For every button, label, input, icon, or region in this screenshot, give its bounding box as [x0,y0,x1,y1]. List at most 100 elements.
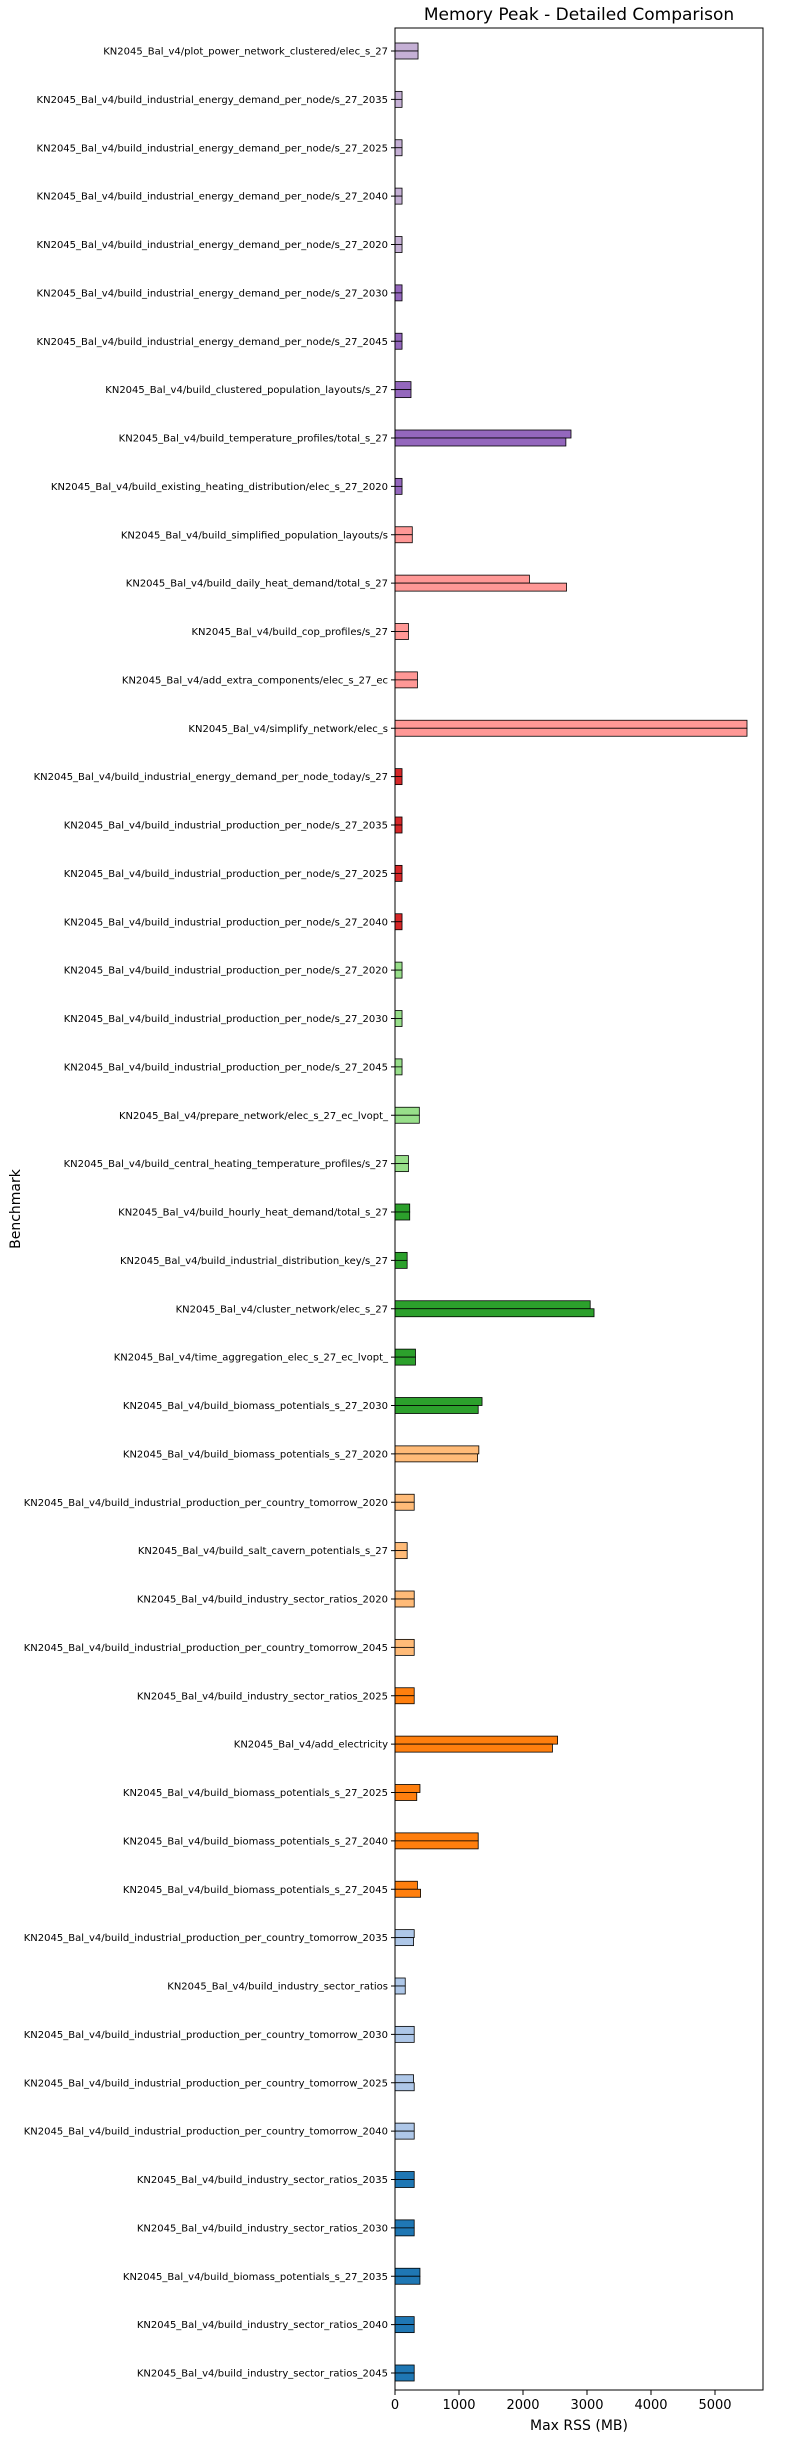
bar-20-1 [394,1018,403,1027]
bar-44-1 [394,2179,415,2188]
y-tick-label: KN2045_Bal_v4/build_industry_sector_rati… [137,1595,388,1606]
y-tick-label: KN2045_Bal_v4/build_industrial_productio… [64,869,388,880]
y-tick-label: KN2045_Bal_v4/build_industrial_energy_de… [37,143,388,154]
y-tick-label: KN2045_Bal_v4/build_industrial_energy_de… [37,240,388,251]
bar-19-0 [394,961,403,971]
bar-35-0 [394,1735,558,1745]
bar-8-0 [394,429,572,439]
y-tick-label: KN2045_Bal_v4/build_daily_heat_demand/to… [126,579,388,590]
bar-43-1 [394,2130,415,2140]
bar-31-0 [394,1542,408,1552]
bar-29-1 [394,1453,478,1463]
bar-33-1 [394,1646,415,1656]
bar-42-1 [394,2082,415,2092]
bar-27-1 [394,1356,416,1366]
bar-4-0 [394,236,403,245]
bar-15-0 [394,768,403,778]
bar-39-1 [394,1937,414,1947]
y-tick-label: KN2045_Bal_v4/build_industrial_productio… [24,1643,388,1654]
bar-1-1 [394,98,403,108]
bar-25-1 [394,1259,408,1269]
bar-26-0 [394,1300,591,1310]
bar-37-0 [394,1832,479,1842]
bar-2-0 [394,139,403,149]
y-tick-label: KN2045_Bal_v4/build_industrial_energy_de… [37,337,388,348]
bar-41-1 [394,2033,415,2043]
y-tick-label: KN2045_Bal_v4/build_industrial_productio… [24,2078,388,2089]
bar-30-0 [394,1493,415,1503]
bar-48-1 [394,2372,415,2382]
bar-2-1 [394,147,403,157]
bar-21-1 [394,1066,403,1076]
bar-26-1 [394,1308,595,1318]
bar-5-0 [394,284,403,294]
y-tick-label: KN2045_Bal_v4/build_industry_sector_rati… [137,2175,388,2186]
y-tick-label: KN2045_Bal_v4/build_simplified_populatio… [121,530,388,541]
x-ticks-layer: 0 1000 2000 3000 4000 5000 [391,2390,732,2413]
x-tick-label: 1000 [442,2398,475,2413]
bar-47-1 [394,2324,415,2334]
y-tick-label: KN2045_Bal_v4/build_industry_sector_rati… [137,2223,388,2234]
bar-36-1 [394,1792,418,1801]
bar-22-0 [394,1106,420,1116]
bar-6-0 [394,332,403,342]
y-tick-label: KN2045_Bal_v4/build_biomass_potentials_s… [123,1788,388,1799]
x-tick-label: 5000 [698,2398,731,2413]
bar-10-0 [394,526,413,536]
bar-36-0 [394,1784,421,1793]
y-tick-label: KN2045_Bal_v4/build_biomass_potentials_s… [123,1885,388,1896]
y-tick-label: KN2045_Bal_v4/build_hourly_heat_demand/t… [118,1208,388,1219]
y-tick-label: KN2045_Bal_v4/simplify_network/elec_s [188,724,388,735]
bar-44-0 [394,2171,415,2180]
bar-23-0 [394,1155,409,1165]
chart-title: Memory Peak - Detailed Comparison [424,5,734,25]
y-tick-label: KN2045_Bal_v4/build_industrial_productio… [64,966,388,977]
bar-13-0 [394,671,418,681]
bar-22-1 [394,1114,420,1124]
bar-38-1 [394,1888,422,1898]
y-tick-label: KN2045_Bal_v4/add_electricity [234,1740,388,1751]
bar-7-1 [394,389,412,399]
bar-9-1 [394,485,403,495]
bar-14-1 [394,727,748,737]
x-tick-label: 4000 [634,2398,667,2413]
y-tick-label: KN2045_Bal_v4/build_industrial_energy_de… [37,192,388,203]
bar-45-0 [394,2219,415,2229]
bar-29-0 [394,1445,480,1455]
bar-0-0 [394,42,419,52]
bar-14-0 [394,719,748,729]
bar-19-1 [394,969,403,979]
bar-47-0 [394,2316,415,2326]
y-tick-label: KN2045_Bal_v4/prepare_network/elec_s_27_… [119,1111,389,1122]
bar-8-1 [394,437,567,447]
y-tick-label: KN2045_Bal_v4/build_industry_sector_rati… [137,2320,388,2331]
y-tick-label: KN2045_Bal_v4/build_industrial_productio… [24,2127,388,2138]
bar-16-0 [394,816,403,826]
bar-10-1 [394,534,413,544]
y-ticks-layer: KN2045_Bal_v4/plot_power_network_cluster… [24,47,395,2380]
y-axis-label: Benchmark [8,1168,24,1249]
y-tick-label: KN2045_Bal_v4/build_industry_sector_rati… [137,1691,388,1702]
bar-18-1 [394,921,403,931]
y-tick-label: KN2045_Bal_v4/build_cop_profiles/s_27 [191,627,388,638]
bar-33-0 [394,1638,415,1648]
y-tick-label: KN2045_Bal_v4/build_temperature_profiles… [119,434,388,445]
bar-11-1 [394,582,567,592]
bar-38-0 [394,1880,418,1890]
bar-45-1 [394,2227,415,2237]
y-tick-label: KN2045_Bal_v4/build_industry_sector_rati… [137,2369,388,2380]
y-tick-label: KN2045_Bal_v4/build_industrial_productio… [64,821,388,832]
y-tick-label: KN2045_Bal_v4/add_extra_components/elec_… [122,675,388,686]
bar-3-1 [394,195,403,205]
y-tick-label: KN2045_Bal_v4/build_biomass_potentials_s… [123,1836,388,1847]
bar-1-0 [394,90,403,100]
bar-27-0 [394,1348,416,1358]
y-tick-label: KN2045_Bal_v4/build_clustered_population… [105,385,388,396]
y-tick-label: KN2045_Bal_v4/build_salt_cavern_potentia… [138,1546,388,1557]
bar-28-1 [394,1405,479,1414]
bars-layer [394,42,748,2382]
bar-37-1 [394,1840,479,1850]
y-tick-label: KN2045_Bal_v4/build_biomass_potentials_s… [123,1449,388,1460]
plot-area-frame [394,27,764,2391]
